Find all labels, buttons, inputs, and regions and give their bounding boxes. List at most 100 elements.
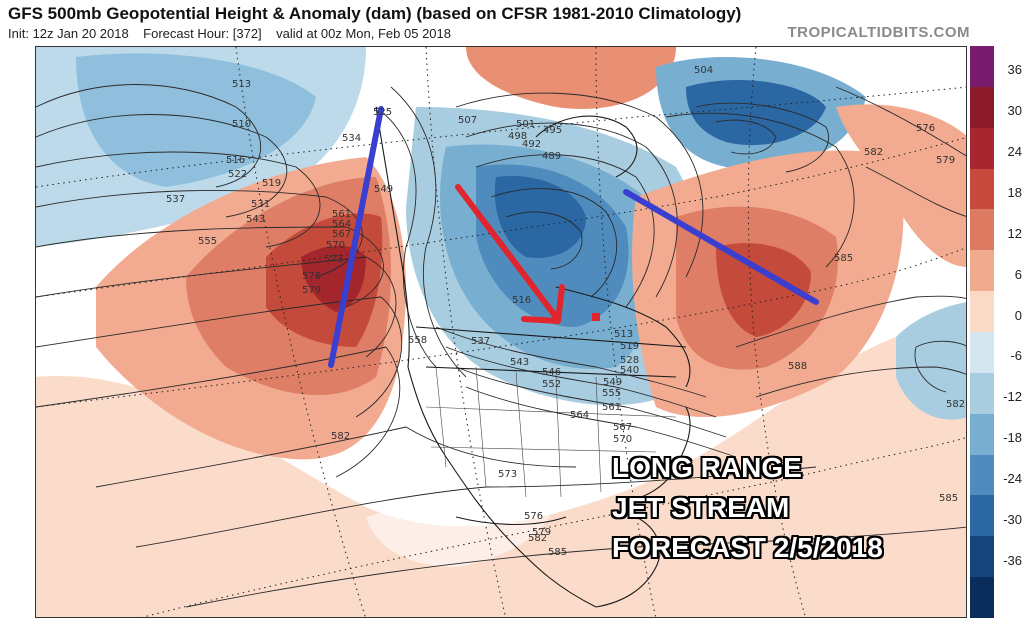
colorbar-tick-label: -12: [1003, 389, 1022, 405]
colorbar-segment: [970, 291, 994, 333]
contour-label: 582: [864, 147, 883, 158]
colorbar-tick-label: -36: [1003, 552, 1022, 568]
valid-time: valid at 00z Mon, Feb 05 2018: [276, 26, 451, 41]
contour-label: 573: [498, 469, 517, 480]
contour-label: 489: [542, 151, 561, 162]
contour-label: 585: [939, 493, 958, 504]
contour-label: 546: [542, 367, 561, 378]
colorbar-tick-label: -6: [1010, 348, 1022, 364]
coastlines: [375, 106, 691, 608]
forecast-hour: Forecast Hour: [372]: [143, 26, 262, 41]
blue-arrow-east: [623, 189, 819, 305]
cold-anomaly-canada-core: [494, 176, 586, 258]
source-credit: TROPICALTIDBITS.COM: [787, 24, 970, 41]
contour-label: 573: [324, 254, 343, 265]
colorbar-segment: [970, 168, 994, 210]
colorbar-tick-label: 30: [1007, 103, 1022, 119]
cold-anomaly-east-atlantic: [896, 302, 966, 420]
contour-label: 570: [613, 434, 632, 445]
contour-label: 558: [408, 335, 427, 346]
contour-label: 582: [528, 533, 547, 544]
colorbar-segment: [970, 127, 994, 170]
warm-anomaly-subtropics: [366, 490, 556, 567]
contour-label: 543: [246, 214, 265, 225]
red-marker: [592, 313, 600, 321]
contour-label: 495: [543, 125, 562, 136]
colorbar-tick-label: -30: [1003, 511, 1022, 527]
colorbar-segment: [970, 454, 994, 496]
colorbar-tick-label: 0: [1014, 307, 1022, 323]
warm-anomaly-arctic: [466, 47, 676, 109]
colorbar-segment: [970, 209, 994, 251]
red-arrow-trough: [455, 184, 559, 320]
contour-label: 516: [226, 155, 245, 166]
contour-label: 576: [524, 511, 543, 522]
contour-label: 561: [602, 402, 621, 413]
contour-label: 588: [788, 361, 807, 372]
contour-label: 519: [262, 178, 281, 189]
annotation-line-3: FORECAST 2/5/2018: [612, 532, 883, 563]
contour-label: 555: [602, 388, 621, 399]
contour-label: 531: [251, 199, 270, 210]
lat-lon-grid: [36, 47, 966, 617]
height-contours: [36, 84, 966, 608]
colorbar-segment: [970, 536, 994, 578]
colorbar-segment: [970, 577, 994, 619]
contour-label: 537: [471, 336, 490, 347]
contour-label: 522: [228, 169, 247, 180]
chart-subtitle: Init: 12z Jan 20 2018 Forecast Hour: [37…: [8, 26, 451, 41]
colorbar-tick-label: 12: [1007, 225, 1022, 241]
contour-label: 564: [570, 410, 589, 421]
contour-label: 564: [332, 219, 351, 230]
contour-label: 555: [198, 236, 217, 247]
contour-label: 507: [458, 115, 477, 126]
contour-label: 498: [508, 131, 527, 142]
contour-label-group: 504 513 510 516 522 537 531 543 555 519 …: [166, 65, 965, 558]
contour-label: 516: [512, 295, 531, 306]
contour-label: 579: [532, 527, 551, 538]
contour-label: 585: [834, 253, 853, 264]
weather-map: 504 513 510 516 522 537 531 543 555 519 …: [35, 46, 967, 618]
contour-label: 567: [332, 229, 351, 240]
warm-anomaly-south: [36, 327, 966, 617]
colorbar-tick-label: 6: [1014, 266, 1022, 282]
colorbar-segment: [970, 413, 994, 456]
annotation-line-2: JET STREAM: [612, 492, 790, 523]
contour-label: 513: [614, 329, 633, 340]
contour-label: 567: [613, 422, 632, 433]
contour-label: 540: [620, 365, 639, 376]
anomaly-colorbar: [970, 46, 994, 619]
colorbar-tick-label: -18: [1003, 430, 1022, 446]
colorbar-tick-label: 36: [1007, 62, 1022, 78]
contour-label: 585: [548, 547, 567, 558]
contour-label: 570: [326, 240, 345, 251]
chart-title: GFS 500mb Geopotential Height & Anomaly …: [8, 4, 742, 23]
contour-label: 561: [332, 209, 351, 220]
colorbar-tick-label: 24: [1007, 144, 1022, 160]
cold-anomaly-atlantic-core: [686, 79, 826, 146]
colorbar-segment: [970, 372, 994, 415]
contour-label: 525: [373, 107, 392, 118]
contour-label: 582: [331, 431, 350, 442]
contour-label: 534: [342, 133, 361, 144]
colorbar-tick-label: -24: [1003, 471, 1022, 486]
colorbar-segment: [970, 250, 994, 292]
colorbar-segment: [970, 332, 994, 374]
colorbar-segment: [970, 495, 994, 537]
contour-label: 579: [302, 285, 321, 296]
contour-label: 510: [232, 119, 251, 130]
contour-label: 576: [302, 271, 321, 282]
colorbar-segment: [970, 86, 994, 129]
contour-label: 549: [374, 184, 393, 195]
warm-anomaly-atlantic-core: [716, 243, 811, 337]
contour-label: 492: [522, 139, 541, 150]
contour-label: 513: [232, 79, 251, 90]
colorbar-tick-label: 18: [1007, 185, 1022, 200]
map-svg: 504 513 510 516 522 537 531 543 555 519 …: [36, 47, 966, 617]
contour-label: 528: [620, 355, 639, 366]
init-time: Init: 12z Jan 20 2018: [8, 26, 129, 41]
contour-label: 504: [694, 65, 713, 76]
contour-label: 576: [916, 123, 935, 134]
annotation-line-1: LONG RANGE: [612, 452, 802, 483]
contour-label: 549: [603, 377, 622, 388]
